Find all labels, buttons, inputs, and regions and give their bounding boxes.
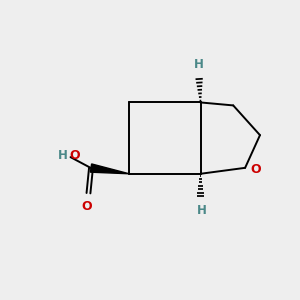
Text: O: O: [69, 149, 80, 162]
Text: H: H: [194, 58, 204, 71]
Text: O: O: [250, 163, 261, 176]
Text: H: H: [197, 204, 207, 217]
Text: H: H: [58, 149, 68, 162]
Polygon shape: [90, 164, 129, 174]
Text: O: O: [82, 200, 92, 213]
